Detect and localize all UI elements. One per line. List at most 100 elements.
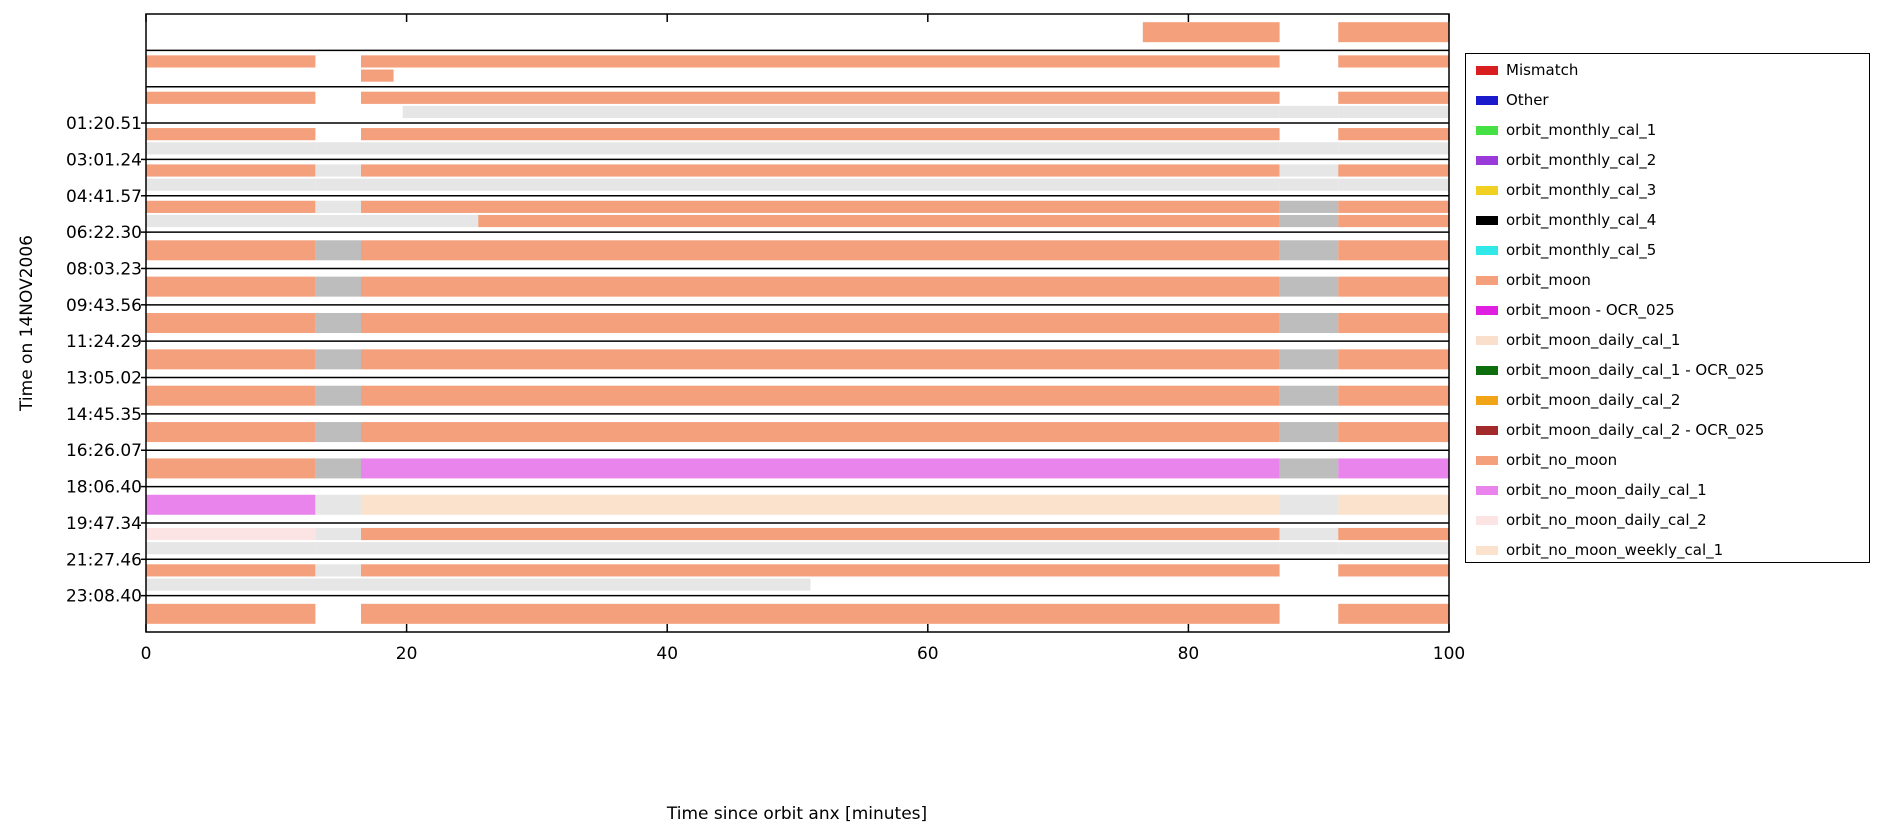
bar-segment — [315, 564, 361, 577]
bar-segment — [315, 164, 361, 177]
bar-segment — [315, 349, 361, 370]
x-tick-label: 0 — [141, 644, 152, 664]
legend-swatch — [1476, 485, 1498, 495]
bar-segment — [1338, 105, 1449, 119]
bar-segment — [315, 240, 361, 261]
bar-segment — [146, 142, 316, 155]
legend-item: orbit_monthly_cal_4 — [1476, 205, 1656, 235]
bar-segment — [1338, 527, 1449, 541]
legend-label: orbit_monthly_cal_4 — [1506, 211, 1657, 229]
legend-item: orbit_no_moon — [1476, 445, 1617, 475]
y-tick-label: 19:47.34 — [66, 514, 142, 534]
legend-swatch — [1476, 275, 1498, 285]
legend-swatch — [1476, 155, 1498, 165]
bar-segment — [146, 214, 479, 228]
legend-label: orbit_monthly_cal_2 — [1506, 151, 1657, 169]
bar-segment — [1338, 422, 1449, 443]
bar-segment — [360, 55, 1280, 68]
bar-segment — [1338, 128, 1449, 141]
bar-segment — [315, 178, 361, 191]
x-tick-label: 20 — [396, 644, 418, 664]
bar-segment — [1279, 313, 1339, 333]
bar-segment — [1279, 105, 1339, 119]
bar-segment — [360, 527, 1280, 541]
bar-segment — [1338, 494, 1449, 515]
bar-segment — [1338, 458, 1449, 479]
legend-label: orbit_monthly_cal_5 — [1506, 241, 1657, 259]
y-tick-label: 16:26.07 — [66, 441, 142, 461]
bar-segment — [1279, 349, 1339, 370]
bar-segment — [315, 542, 361, 555]
bar-segment — [1279, 178, 1339, 191]
bar-segment — [146, 458, 316, 479]
legend-label: orbit_monthly_cal_3 — [1506, 181, 1657, 199]
bar-segment — [1279, 276, 1339, 297]
bar-segment — [360, 564, 1280, 577]
bar-segment — [1279, 422, 1339, 443]
x-tick-label: 40 — [656, 644, 678, 664]
bar-segment — [360, 276, 1280, 297]
legend-swatch — [1476, 185, 1498, 195]
x-axis-ticks: 0 20 40 60 80 100 — [141, 14, 1465, 664]
legend-swatch — [1476, 245, 1498, 255]
plot-frame — [145, 13, 1450, 633]
bar-segment — [360, 349, 1280, 370]
bar-segment — [1279, 527, 1339, 541]
bar-segment — [1279, 200, 1339, 213]
bar-segment — [1338, 214, 1449, 228]
legend-item: orbit_moon_daily_cal_1 — [1476, 325, 1680, 355]
legend-item: orbit_monthly_cal_3 — [1476, 175, 1656, 205]
bar-segment — [1338, 542, 1449, 555]
y-tick-label: 03:01.24 — [66, 150, 142, 170]
bar-segment — [146, 200, 316, 213]
bar-segment — [1338, 91, 1449, 104]
bar-segment — [1338, 385, 1449, 406]
x-tick-label: 100 — [1433, 644, 1465, 664]
bar-segment — [1338, 55, 1449, 68]
y-tick-label: 21:27.46 — [66, 550, 142, 570]
bar-segment — [402, 105, 1280, 119]
bar-segment — [315, 313, 361, 333]
legend-swatch — [1476, 125, 1498, 135]
bar-segment — [146, 164, 316, 177]
legend-label: Mismatch — [1506, 61, 1579, 79]
bar-segment — [360, 91, 1280, 104]
bar-segment — [146, 55, 316, 68]
bar-segment — [1338, 164, 1449, 177]
bar-segment — [1279, 542, 1339, 555]
bar-segment — [146, 542, 316, 555]
y-tick-label: 14:45.35 — [66, 405, 142, 425]
bar-segment — [315, 422, 361, 443]
legend-label: Other — [1506, 91, 1549, 109]
y-axis-label: Time on 14NOV2006 — [17, 235, 37, 412]
bar-segment — [146, 564, 316, 577]
legend-item: orbit_no_moon_daily_cal_2 — [1476, 505, 1707, 535]
bar-segment — [360, 385, 1280, 406]
legend-item: orbit_moon_daily_cal_2 — [1476, 385, 1680, 415]
legend-swatch — [1476, 65, 1498, 75]
bar-segment — [146, 349, 316, 370]
bar-segment — [146, 422, 316, 443]
legend-item: orbit_moon_daily_cal_1 - OCR_025 — [1476, 355, 1764, 385]
bar-segment — [1338, 240, 1449, 261]
bar-segment — [1338, 349, 1449, 370]
legend-item: orbit_monthly_cal_2 — [1476, 145, 1656, 175]
bar-segment — [1279, 385, 1339, 406]
bar-segment — [146, 494, 316, 515]
legend-label: orbit_moon_daily_cal_2 - OCR_025 — [1506, 421, 1765, 439]
legend-label: orbit_no_moon — [1506, 451, 1618, 469]
legend-swatch — [1476, 365, 1498, 375]
x-axis-label: Time since orbit anx [minutes] — [666, 804, 927, 824]
legend-item: orbit_moon - OCR_025 — [1476, 295, 1675, 325]
y-tick-label: 13:05.02 — [66, 369, 142, 389]
legend-item: orbit_moon_daily_cal_2 - OCR_025 — [1476, 415, 1764, 445]
bar-segment — [146, 276, 316, 297]
bar-segment — [1279, 458, 1339, 479]
x-tick-label: 60 — [917, 644, 939, 664]
bar-segment — [360, 178, 1280, 191]
bar-segment — [146, 128, 316, 141]
bar-segment — [146, 91, 316, 104]
legend-swatch — [1476, 215, 1498, 225]
y-tick-label: 18:06.40 — [66, 478, 142, 498]
bar-segment — [1338, 276, 1449, 297]
